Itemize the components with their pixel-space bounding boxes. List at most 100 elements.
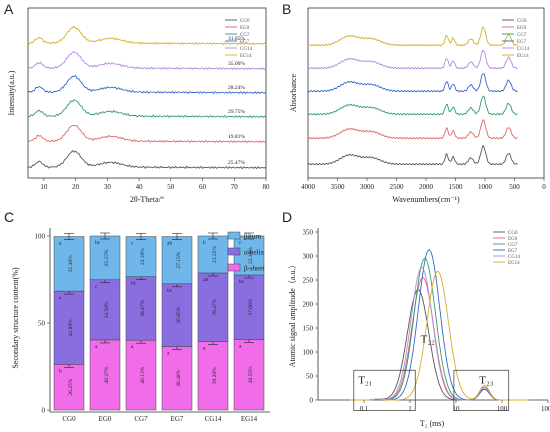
t21-region-box [353, 369, 416, 411]
cbar-percent-label: 21.25% [212, 246, 218, 263]
ftir-x-axis-label: Wavenumbers(cm⁻¹) [392, 195, 460, 204]
nmr-legend-label: EG14 [508, 261, 520, 266]
nmr-x-tick-label: 100 [497, 405, 508, 413]
ftir-curve-cg0 [307, 144, 518, 166]
cbar-percent-label: 37.06% [248, 298, 254, 315]
cbar-significance-letter: a [239, 343, 242, 349]
nmr-legend-label: EG0 [508, 237, 518, 242]
ftir-legend-label: CG14 [517, 47, 529, 52]
cbar-significance-letter: a [203, 346, 206, 352]
xrd-y-axis-label: Intensity(a.u.) [7, 70, 16, 115]
nmr-y-axis-label: Atomic signal amplitude（a.u.） [288, 261, 297, 368]
xrd-crystallinity-label: 19.81% [228, 134, 245, 140]
ftir-plot-frame [307, 7, 545, 179]
cbar-percent-label: 23.10% [140, 248, 146, 265]
cbar-significance-letter: bc [95, 240, 101, 246]
nmr-x-tick-label: 1 [408, 405, 412, 413]
xrd-curve-eg7 [27, 74, 267, 95]
cbar-significance-letter: ab [167, 241, 172, 247]
ftir-curve-cg7 [307, 95, 518, 116]
cbar-segment-α-helix [161, 283, 193, 347]
xrd-legend-label: EG14 [240, 54, 252, 59]
cbar-significance-letter: a [95, 344, 98, 350]
cbar-percent-label: 26.25% [68, 378, 74, 395]
ftir-x-tick-label: 0 [542, 183, 546, 191]
cbar-y-axis-label: Secondary structure content(%) [11, 267, 20, 369]
cbar-category-label: CG14 [205, 415, 222, 423]
cbar-segment-α-helix [197, 272, 229, 342]
cbar-legend-label: β-turn [244, 233, 262, 241]
cbar-percent-label: 40.13% [140, 366, 146, 383]
ftir-x-tick-label: 2500 [390, 183, 405, 191]
cbar-significance-letter: a [167, 351, 170, 357]
panel-letter-a: A [4, 1, 14, 17]
xrd-crystallinity-label: 31.85% [228, 36, 245, 42]
nmr-curve-eg0 [350, 277, 529, 401]
cbar-significance-letter: bc [239, 279, 245, 285]
cbar-significance-letter: a [131, 344, 134, 350]
xrd-curve-cg0 [27, 149, 267, 170]
panel-letter-d: D [282, 209, 292, 225]
xrd-curve-cg7 [27, 99, 267, 119]
cbar-y-tick-label: 100 [35, 233, 46, 241]
nmr-curve-cg7 [350, 257, 529, 401]
cbar-significance-letter: ab [203, 277, 208, 283]
xrd-x-tick-label: 80 [263, 183, 271, 191]
cbar-percent-label: 22.39% [248, 247, 254, 264]
cbar-percent-label: 42.09% [68, 319, 74, 336]
cbar-segment-β-sheet [197, 341, 229, 411]
cbar-segment-α-helix [125, 276, 157, 341]
nmr-y-tick-label: 150 [303, 325, 314, 333]
cbar-segment-β-turn [89, 235, 121, 281]
nmr-curve-cg14 [350, 266, 529, 401]
cbar-percent-label: 39.28% [212, 367, 218, 384]
cbar-segment-β-sheet [125, 339, 157, 411]
t21-label: T₂₁ [358, 375, 373, 387]
cbar-y-tick-label: 50 [38, 320, 46, 328]
cbar-significance-letter: b [59, 368, 62, 374]
xrd-legend-label: CG7 [240, 33, 250, 38]
t23-label: T₂₃ [479, 375, 494, 387]
xrd-curve-cg14 [27, 51, 267, 71]
cbar-segment-β-turn [53, 236, 85, 292]
xrd-panel: Intensity(a.u.) 2θ-Theta/° 10 20 30 40 50 60 7… [7, 7, 271, 204]
cbar-segment-α-helix [53, 290, 85, 365]
nmr-legend-label: EG7 [508, 249, 518, 254]
nmr-x-axis-label: T₂ (ms) [420, 419, 445, 428]
ftir-curve-eg0 [307, 119, 518, 140]
cbar-percent-label: 27.15% [176, 251, 182, 268]
cbar-significance-letter: c [131, 241, 134, 247]
xrd-curve-eg0 [27, 124, 267, 144]
cbar-segment-β-sheet [233, 339, 265, 411]
cbar-segment-β-sheet [53, 364, 85, 411]
nmr-curve-eg14 [350, 270, 529, 401]
panel-letter-c: C [4, 209, 14, 225]
xrd-x-tick-label: 20 [72, 183, 80, 191]
nmr-legend-label: CG14 [508, 255, 520, 260]
cbar-category-label: EG7 [171, 415, 184, 423]
ftir-x-tick-label: 4000 [301, 183, 316, 191]
cbar-percent-label: 36.47% [140, 300, 146, 317]
secondary-structure-panel: Secondary structure content(%) b 26.25% a 4… [11, 228, 270, 423]
nmr-legend-label: CG0 [508, 231, 518, 236]
cbar-percent-label: 36.05% [176, 306, 182, 323]
nmr-y-tick-label: 0 [310, 397, 314, 405]
ftir-x-tick-label: 1000 [478, 183, 493, 191]
ftir-x-tick-label: 2000 [419, 183, 434, 191]
nmr-x-tick-label: 0.1 [360, 405, 369, 413]
nmr-y-tick-label: 250 [303, 277, 314, 285]
ftir-legend-label: EG0 [517, 26, 527, 31]
xrd-curve-eg14 [27, 25, 267, 46]
xrd-crystallinity-label: 35.00% [228, 61, 245, 67]
t23-region-box [453, 369, 510, 411]
cbar-significance-letter: a [59, 241, 62, 247]
xrd-x-tick-label: 50 [167, 183, 175, 191]
ftir-x-tick-label: 3000 [360, 183, 375, 191]
nmr-legend-label: CG7 [508, 243, 518, 248]
xrd-x-tick-label: 40 [136, 183, 144, 191]
xrd-x-tick-label: 10 [40, 183, 48, 191]
cbar-percent-label: 39.47% [212, 298, 218, 315]
ftir-legend-label: CG7 [517, 33, 527, 38]
cbar-legend-label: α-helix [244, 249, 264, 257]
cbar-percent-label: 25.15% [104, 249, 110, 266]
